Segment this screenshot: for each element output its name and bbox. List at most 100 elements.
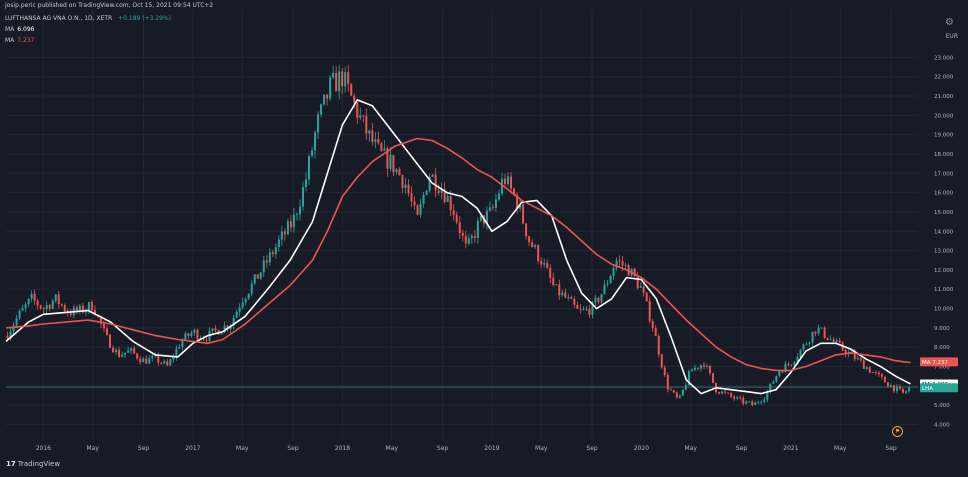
grid-lines bbox=[6, 10, 918, 438]
candle bbox=[27, 298, 30, 307]
candle bbox=[790, 364, 793, 367]
candle bbox=[30, 290, 33, 303]
y-tick-label: 16.000 bbox=[934, 191, 954, 197]
candle bbox=[362, 114, 365, 123]
candle bbox=[467, 233, 470, 246]
x-tick-label: 2017 bbox=[185, 445, 200, 452]
candle bbox=[787, 361, 790, 367]
candle bbox=[289, 215, 292, 233]
candle bbox=[570, 295, 573, 299]
candle bbox=[33, 289, 36, 306]
candle bbox=[374, 132, 377, 149]
candle bbox=[277, 235, 280, 252]
candle bbox=[15, 314, 18, 329]
y-tick-label: 21.000 bbox=[934, 94, 954, 100]
candle bbox=[706, 363, 709, 370]
tradingview-logo[interactable]: 17 TradingView bbox=[6, 460, 60, 468]
flag-icon[interactable]: ⚑ bbox=[892, 426, 903, 437]
candle bbox=[78, 303, 81, 315]
candle bbox=[525, 223, 528, 240]
candle bbox=[488, 201, 491, 213]
candle bbox=[702, 361, 705, 370]
candle bbox=[18, 309, 21, 320]
candle bbox=[507, 172, 510, 187]
candle bbox=[365, 108, 368, 140]
candle bbox=[332, 65, 335, 80]
x-tick-label: May bbox=[834, 445, 847, 452]
candle bbox=[127, 347, 130, 353]
candle bbox=[301, 181, 304, 211]
candle bbox=[624, 262, 627, 270]
x-tick-label: 2018 bbox=[335, 445, 350, 452]
candle bbox=[718, 391, 721, 395]
ma-fast-label: MA bbox=[5, 26, 15, 33]
x-tick-label: May bbox=[236, 445, 249, 452]
ma-fast-legend[interactable]: MA 6.096 bbox=[5, 26, 34, 33]
candle bbox=[757, 400, 760, 405]
moving-averages bbox=[5, 99, 911, 395]
ma-slow-legend[interactable]: MA 7.237 bbox=[5, 37, 34, 44]
ma-fast-line bbox=[5, 99, 911, 395]
candle bbox=[615, 257, 618, 271]
candle bbox=[461, 229, 464, 242]
y-tick-label: 13.000 bbox=[934, 249, 954, 255]
candle bbox=[633, 267, 636, 278]
candle bbox=[772, 379, 775, 384]
y-tick-label: 20.000 bbox=[934, 113, 954, 119]
candle bbox=[528, 235, 531, 247]
candle bbox=[567, 293, 570, 301]
candle bbox=[21, 304, 24, 311]
y-tick-label: 9.000 bbox=[934, 326, 950, 332]
candle bbox=[392, 154, 395, 177]
y-tick-label: 5.000 bbox=[934, 403, 950, 409]
price-scale-label: MA 7.237 bbox=[920, 357, 958, 367]
candle bbox=[184, 331, 187, 342]
candle bbox=[437, 184, 440, 196]
x-tick-label: 2020 bbox=[634, 445, 649, 452]
candle bbox=[739, 395, 742, 401]
y-tick-label: 15.000 bbox=[934, 210, 954, 216]
candle bbox=[648, 296, 651, 324]
candle bbox=[808, 341, 811, 347]
candle bbox=[727, 392, 730, 394]
candle bbox=[347, 64, 350, 92]
candle bbox=[760, 400, 763, 405]
candle bbox=[485, 206, 488, 230]
candle bbox=[298, 199, 301, 221]
price-scale-labels: MA 7.237MA 6.096LHA bbox=[920, 357, 958, 393]
candle bbox=[295, 212, 298, 221]
candle bbox=[106, 325, 109, 336]
candle bbox=[769, 383, 772, 394]
x-tick-label: May bbox=[386, 445, 399, 452]
candle bbox=[452, 204, 455, 221]
candle bbox=[558, 279, 561, 301]
candle bbox=[283, 228, 286, 241]
candle bbox=[675, 391, 678, 399]
candle bbox=[663, 365, 666, 378]
candle bbox=[880, 373, 883, 380]
candle bbox=[657, 333, 660, 358]
candle bbox=[359, 107, 362, 121]
candle bbox=[597, 296, 600, 305]
ma-fast-value: 6.096 bbox=[17, 26, 35, 33]
x-axis: 2016 May Sep 2017 May Sep 2018 May Sep 2019 May Sep… bbox=[36, 445, 897, 452]
candle bbox=[440, 182, 443, 200]
candle bbox=[48, 303, 51, 312]
candle bbox=[253, 273, 256, 286]
candle bbox=[736, 396, 739, 400]
candle bbox=[751, 399, 754, 407]
candle bbox=[368, 129, 371, 142]
candle bbox=[606, 279, 609, 287]
x-tick-label: Sep bbox=[437, 445, 449, 452]
candle bbox=[196, 328, 199, 341]
candle bbox=[901, 388, 904, 394]
candle bbox=[431, 173, 434, 178]
candle bbox=[145, 355, 148, 365]
gear-icon[interactable]: ⚙ bbox=[945, 17, 954, 28]
candle bbox=[473, 230, 476, 243]
candle bbox=[314, 130, 317, 159]
candle bbox=[690, 368, 693, 372]
y-tick-label: 4.000 bbox=[934, 422, 950, 428]
candle bbox=[90, 300, 93, 311]
